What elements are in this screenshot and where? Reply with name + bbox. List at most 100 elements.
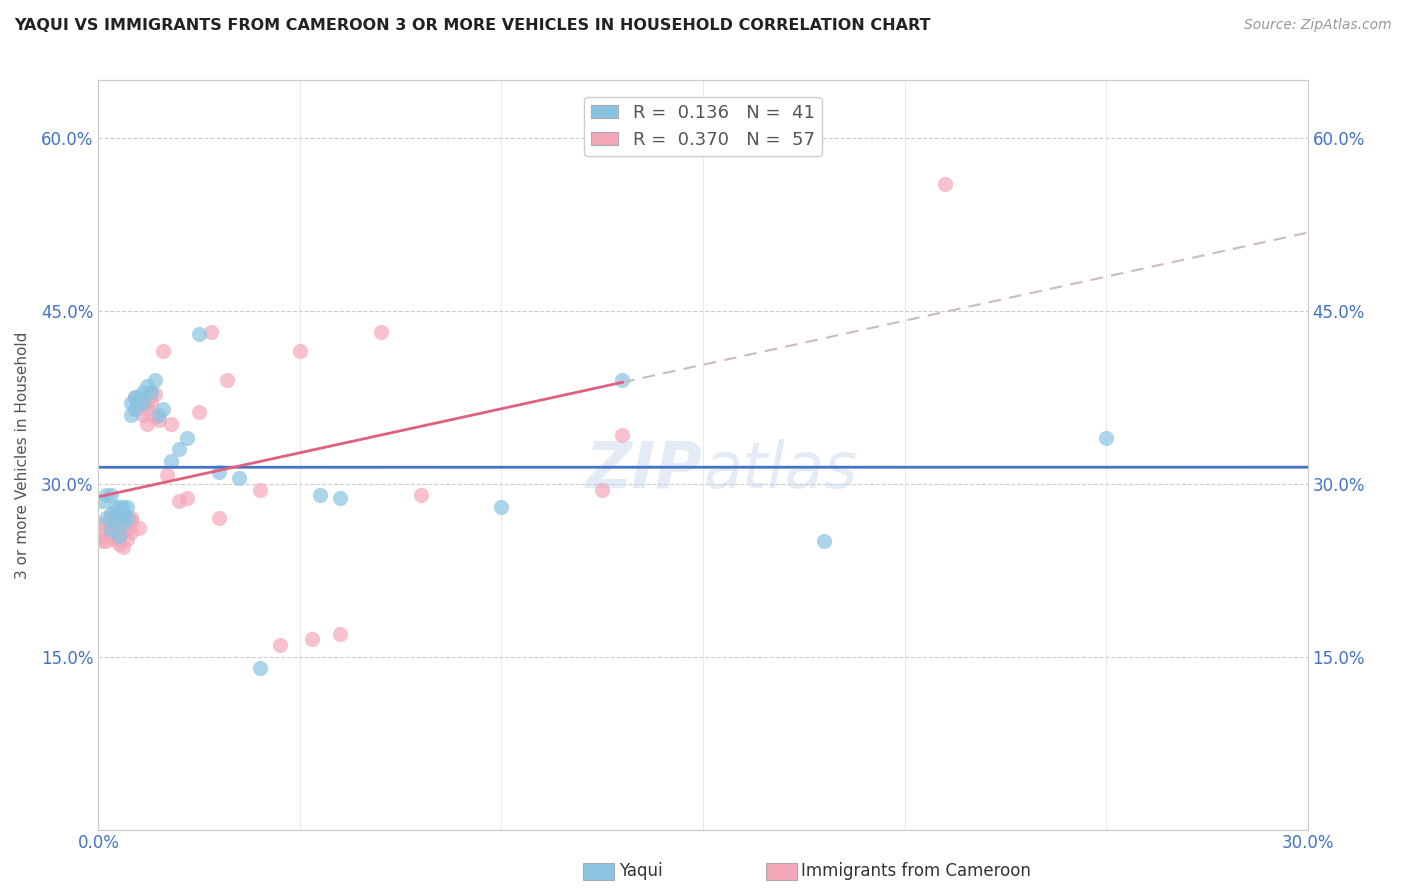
Point <box>107 514 129 528</box>
Point <box>124 390 146 404</box>
Legend: R =  0.136   N =  41, R =  0.370   N =  57: R = 0.136 N = 41, R = 0.370 N = 57 <box>583 97 823 156</box>
Point <box>143 373 166 387</box>
Point <box>111 506 134 520</box>
Point <box>591 483 613 497</box>
Point <box>120 408 142 422</box>
Point <box>370 325 392 339</box>
Point <box>135 401 157 416</box>
Point <box>152 344 174 359</box>
Point <box>249 661 271 675</box>
Point <box>135 393 157 408</box>
Point <box>139 396 162 410</box>
Point <box>103 532 125 546</box>
Point <box>120 525 142 540</box>
Point <box>208 465 231 479</box>
Point <box>143 409 166 424</box>
Text: ZIP: ZIP <box>586 439 703 501</box>
Point <box>132 398 155 412</box>
Point <box>103 514 125 528</box>
Point <box>135 378 157 392</box>
Point <box>107 537 129 551</box>
Point <box>103 506 125 520</box>
Point <box>115 520 138 534</box>
Point <box>132 384 155 399</box>
Point <box>128 520 150 534</box>
Point <box>188 405 211 419</box>
Point <box>128 390 150 404</box>
Text: YAQUI VS IMMIGRANTS FROM CAMEROON 3 OR MORE VEHICLES IN HOUSEHOLD CORRELATION CH: YAQUI VS IMMIGRANTS FROM CAMEROON 3 OR M… <box>14 18 931 33</box>
Point <box>269 638 291 652</box>
Point <box>152 401 174 416</box>
Point <box>148 413 170 427</box>
Point <box>409 488 432 502</box>
Point <box>96 523 118 537</box>
Point <box>91 517 114 532</box>
Point <box>107 528 129 542</box>
Point <box>107 506 129 520</box>
Point <box>612 373 634 387</box>
Point <box>100 528 122 542</box>
Point <box>103 500 125 514</box>
Point <box>491 500 513 514</box>
Point <box>96 511 118 525</box>
Point <box>124 401 146 416</box>
Point <box>135 417 157 431</box>
Point <box>111 517 134 532</box>
Point <box>124 401 146 416</box>
Text: Immigrants from Cameroon: Immigrants from Cameroon <box>801 863 1031 880</box>
Point <box>176 491 198 505</box>
Point <box>100 488 122 502</box>
Point <box>208 511 231 525</box>
Point <box>132 396 155 410</box>
Point <box>228 471 250 485</box>
Point <box>167 442 190 457</box>
Point <box>309 488 332 502</box>
Point <box>139 387 162 401</box>
Point <box>120 514 142 528</box>
Point <box>91 528 114 542</box>
Point <box>128 396 150 410</box>
Point <box>115 532 138 546</box>
Point <box>100 523 122 537</box>
Point <box>156 467 179 482</box>
Point <box>115 500 138 514</box>
Point <box>103 520 125 534</box>
Point <box>107 525 129 540</box>
Y-axis label: 3 or more Vehicles in Household: 3 or more Vehicles in Household <box>15 331 30 579</box>
Point <box>96 534 118 549</box>
Point <box>111 500 134 514</box>
Point <box>200 325 222 339</box>
Point <box>188 326 211 341</box>
Point <box>91 494 114 508</box>
Point <box>160 417 183 431</box>
Point <box>1095 431 1118 445</box>
Text: atlas: atlas <box>703 439 858 501</box>
Point <box>100 506 122 520</box>
Point <box>132 408 155 422</box>
Point <box>107 500 129 514</box>
Point <box>124 390 146 404</box>
Point <box>813 534 835 549</box>
Point <box>160 453 183 467</box>
Point <box>143 387 166 401</box>
Point <box>120 396 142 410</box>
Point <box>148 408 170 422</box>
Point <box>167 494 190 508</box>
Text: Source: ZipAtlas.com: Source: ZipAtlas.com <box>1244 18 1392 32</box>
Point <box>329 626 352 640</box>
Point <box>249 483 271 497</box>
Point <box>288 344 311 359</box>
Text: Yaqui: Yaqui <box>619 863 662 880</box>
Point <box>107 528 129 542</box>
Point <box>120 511 142 525</box>
Point <box>217 373 239 387</box>
Point <box>176 431 198 445</box>
Point <box>100 525 122 540</box>
Point <box>111 525 134 540</box>
Point <box>96 488 118 502</box>
Point <box>301 632 323 647</box>
Point <box>100 511 122 525</box>
Point <box>115 511 138 525</box>
Point <box>612 428 634 442</box>
Point <box>139 384 162 399</box>
